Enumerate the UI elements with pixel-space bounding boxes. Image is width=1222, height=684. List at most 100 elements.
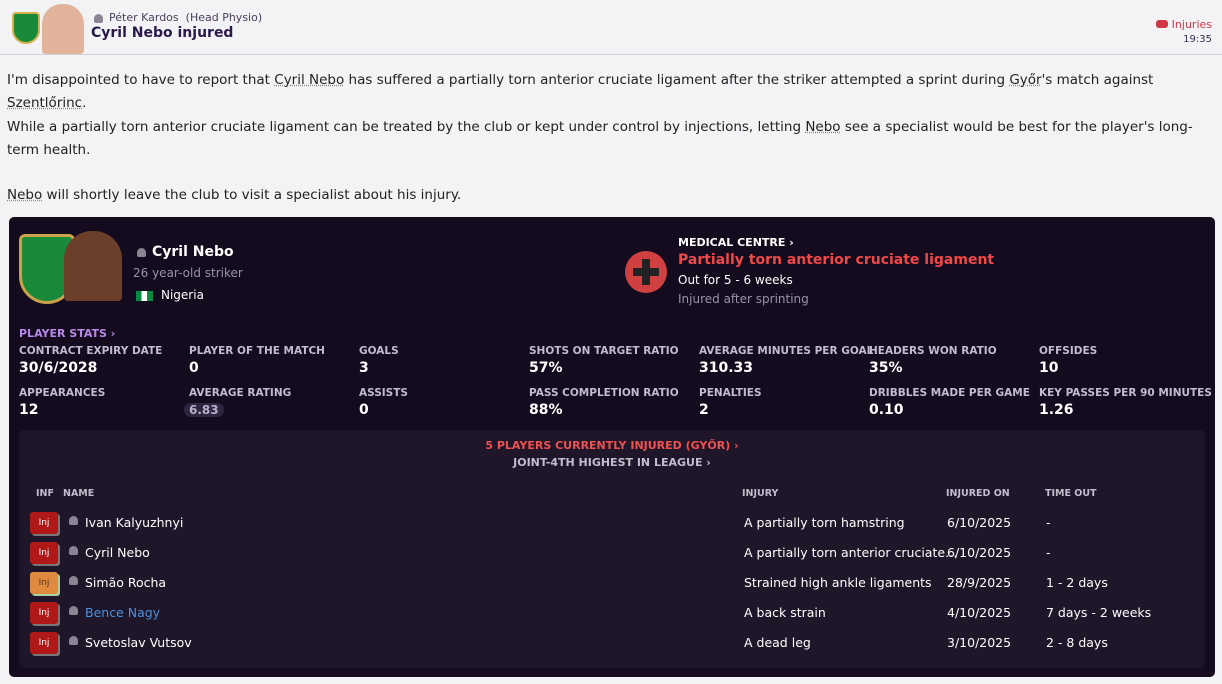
stat-label: ASSISTS: [359, 387, 408, 399]
col-inf[interactable]: INF: [36, 488, 54, 499]
stat-label: KEY PASSES PER 90 MINUTES: [1039, 387, 1212, 399]
injured-count-link[interactable]: 5 PLAYERS CURRENTLY INJURED (GYŐR) ›: [485, 439, 739, 452]
injury: A partially torn hamstring: [744, 515, 905, 530]
stat-value: 6.83: [184, 403, 224, 417]
table-row[interactable]: Inj Simão Rocha Strained high ankle liga…: [19, 568, 1205, 598]
stat: HEADERS WON RATIO 35%: [869, 345, 1039, 376]
table-row[interactable]: Inj Cyril Nebo A partially torn anterior…: [19, 538, 1205, 568]
table-row[interactable]: Inj Bence Nagy A back strain 4/10/2025 7…: [19, 598, 1205, 628]
player-link[interactable]: Nebo: [805, 119, 841, 135]
time-out: 7 days - 2 weeks: [1046, 605, 1152, 620]
player-desc: 26 year-old striker: [133, 266, 243, 280]
message-header: Péter Kardos (Head Physio) Cyril Nebo in…: [0, 0, 1222, 55]
injury-badge: Inj: [30, 632, 58, 654]
stat-label: OFFSIDES: [1039, 345, 1098, 357]
player-link[interactable]: Cyril Nebo: [274, 72, 345, 88]
stat: APPEARANCES 12: [19, 387, 189, 418]
injured-on: 4/10/2025: [947, 605, 1012, 620]
stat-value: 310.33: [699, 360, 754, 376]
stat-value: 1.26: [1039, 402, 1074, 418]
stat-value: 88%: [529, 402, 563, 418]
stat-value: 35%: [869, 360, 903, 376]
injury-tag-icon: [1155, 20, 1168, 28]
person-icon: [69, 636, 78, 645]
paragraph-3: Nebo will shortly leave the club to visi…: [7, 187, 462, 203]
col-injury[interactable]: INJURY: [742, 488, 779, 499]
stat-label: DRIBBLES MADE PER GAME: [869, 387, 1030, 399]
medical-centre-link[interactable]: MEDICAL CENTRE ›: [678, 236, 794, 249]
stat-value: 2: [699, 402, 709, 418]
player-name[interactable]: Ivan Kalyuzhnyi: [85, 515, 184, 530]
stat: AVERAGE MINUTES PER GOAL 310.33: [699, 345, 874, 376]
stat-label: PLAYER OF THE MATCH: [189, 345, 325, 357]
injury-badge: Inj: [30, 602, 58, 624]
injured-on: 28/9/2025: [947, 575, 1012, 590]
player-stats-link[interactable]: PLAYER STATS ›: [19, 327, 116, 340]
stat: PLAYER OF THE MATCH 0: [189, 345, 359, 376]
club-link[interactable]: Győr: [1009, 72, 1042, 88]
injured-on: 6/10/2025: [947, 515, 1012, 530]
person-icon: [94, 13, 103, 23]
person-icon: [69, 576, 78, 585]
paragraph-1: I'm disappointed to have to report that …: [7, 72, 1154, 111]
opponent-link[interactable]: Szentlőrinc: [7, 95, 83, 111]
injury-badge: Inj: [30, 542, 58, 564]
injury-name: Partially torn anterior cruciate ligamen…: [678, 252, 995, 268]
stat-label: AVERAGE MINUTES PER GOAL: [699, 345, 874, 357]
col-injured-on[interactable]: INJURED ON: [946, 488, 1010, 499]
stat: OFFSIDES 10: [1039, 345, 1209, 376]
stat-value: 0: [189, 360, 199, 376]
sender-avatar[interactable]: [42, 4, 84, 54]
person-icon: [69, 546, 78, 555]
player-name[interactable]: Simão Rocha: [85, 575, 167, 590]
stat-label: PASS COMPLETION RATIO: [529, 387, 679, 399]
message-time: 19:35: [1183, 34, 1212, 45]
stat-value: 0.10: [869, 402, 904, 418]
stat-label: SHOTS ON TARGET RATIO: [529, 345, 679, 357]
player-nationality[interactable]: Nigeria: [136, 288, 204, 302]
stat: DRIBBLES MADE PER GAME 0.10: [869, 387, 1039, 418]
medical-cross-icon: [625, 251, 667, 293]
stat-value: 30/6/2028: [19, 360, 98, 376]
player-name[interactable]: Cyril Nebo: [137, 244, 234, 260]
stat-label: HEADERS WON RATIO: [869, 345, 997, 357]
player-photo[interactable]: [64, 231, 122, 301]
injury-cause: Injured after sprinting: [678, 292, 809, 306]
stat: KEY PASSES PER 90 MINUTES 1.26: [1039, 387, 1212, 418]
category-tag[interactable]: Injuries: [1155, 18, 1212, 31]
table-row[interactable]: Inj Ivan Kalyuzhnyi A partially torn ham…: [19, 508, 1205, 538]
injury: Strained high ankle ligaments: [744, 575, 932, 590]
player-injury-panel: Cyril Nebo 26 year-old striker Nigeria M…: [9, 217, 1215, 677]
stat: AVERAGE RATING 6.83: [184, 387, 359, 418]
person-icon: [69, 516, 78, 525]
injury-badge: Inj: [30, 572, 58, 594]
injury: A dead leg: [744, 635, 811, 650]
player-link[interactable]: Nebo: [7, 187, 43, 203]
player-name[interactable]: Bence Nagy: [85, 605, 161, 620]
stat-label: CONTRACT EXPIRY DATE: [19, 345, 163, 357]
player-name[interactable]: Svetoslav Vutsov: [85, 635, 192, 650]
person-icon: [69, 606, 78, 615]
col-time-out[interactable]: TIME OUT: [1045, 488, 1097, 499]
col-name[interactable]: NAME: [63, 488, 95, 499]
sender[interactable]: Péter Kardos (Head Physio): [94, 11, 262, 24]
stat-label: PENALTIES: [699, 387, 762, 399]
injury-duration: Out for 5 - 6 weeks: [678, 273, 793, 287]
injured-players-box: 5 PLAYERS CURRENTLY INJURED (GYŐR) › JOI…: [19, 430, 1205, 668]
time-out: -: [1046, 545, 1051, 560]
stat-value: 0: [359, 402, 369, 418]
stat-value: 10: [1039, 360, 1059, 376]
table-row[interactable]: Inj Svetoslav Vutsov A dead leg 3/10/202…: [19, 628, 1205, 658]
time-out: 2 - 8 days: [1046, 635, 1108, 650]
stat-label: APPEARANCES: [19, 387, 106, 399]
player-name[interactable]: Cyril Nebo: [85, 545, 150, 560]
stat: PENALTIES 2: [699, 387, 869, 418]
time-out: 1 - 2 days: [1046, 575, 1108, 590]
message-title: Cyril Nebo injured: [91, 25, 234, 41]
league-rank-link[interactable]: JOINT-4TH HIGHEST IN LEAGUE ›: [513, 456, 711, 469]
stat-value: 57%: [529, 360, 563, 376]
stat: GOALS 3: [359, 345, 529, 376]
injured-on: 6/10/2025: [947, 545, 1012, 560]
stat-value: 12: [19, 402, 39, 418]
nigeria-flag-icon: [136, 290, 153, 301]
